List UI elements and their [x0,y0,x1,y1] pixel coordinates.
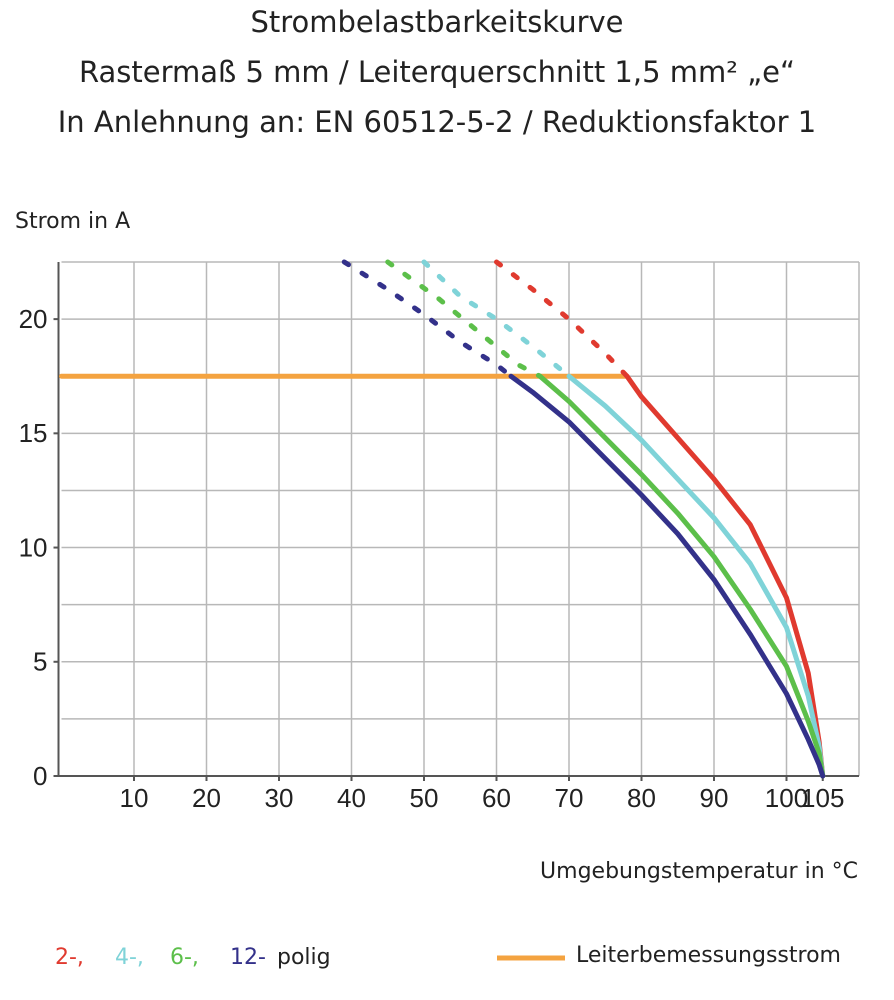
series-line [566,373,826,779]
legend-entry: 2-, [55,945,84,970]
legend-entry: 4-, [115,945,144,970]
x-tick-label: 10 [120,783,149,813]
chart-subtitle: In Anlehnung an: EN 60512-5-2 / Reduktio… [58,105,817,139]
y-tick-label: 5 [33,647,47,677]
extrapolation-line [341,259,514,379]
legend-entry: 12- [230,945,266,970]
x-tick-label: 40 [337,783,366,813]
x-tick-label: 60 [482,783,511,813]
x-tick-label: 20 [192,783,221,813]
y-axis-label: Strom in A [15,209,130,234]
x-tick-label: 70 [555,783,584,813]
legend-entry: 6-, [170,945,199,970]
chart-subtitle: Rastermaß 5 mm / Leiterquerschnitt 1,5 m… [79,55,795,89]
legend-entry: Leiterbemessungsstrom [576,943,841,968]
chart-title: Strombelastbarkeitskurve [250,5,623,39]
x-tick-label: 30 [265,783,294,813]
legend-entry: polig [277,945,331,970]
y-tick-label: 20 [19,304,48,334]
x-tick-label: 90 [700,783,729,813]
x-tick-label: 105 [801,783,844,813]
y-tick-label: 15 [19,418,48,448]
x-axis-label: Umgebungstemperatur in °C [540,859,858,884]
y-tick-label: 0 [33,761,47,791]
x-tick-label: 80 [627,783,656,813]
extrapolation-line [421,259,572,379]
extrapolation-line [494,259,630,379]
x-tick-label: 50 [410,783,439,813]
series-line [537,373,826,779]
x-tick-label: 100 [765,783,808,813]
y-tick-label: 10 [19,532,48,562]
series-line [508,373,826,779]
